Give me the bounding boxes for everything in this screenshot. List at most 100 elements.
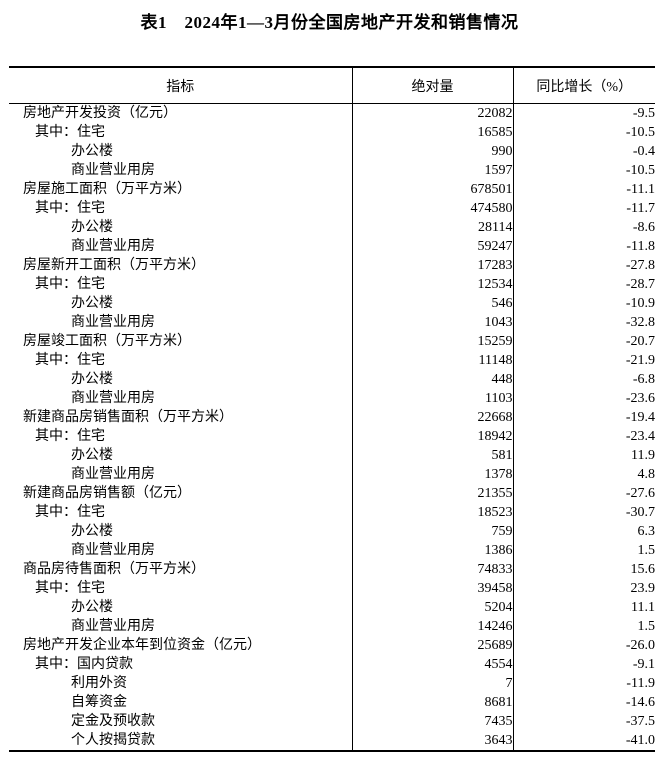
indicator-cell: 办公楼 [71,524,113,539]
indicator-cell: 其中：住宅 [35,277,105,292]
table-row: 其中：住宅 12534 -28.7 [9,275,655,294]
table-row: 其中：住宅 16585 -10.5 [9,123,655,142]
absolute-value-cell: 17283 [351,256,513,275]
table-row: 房地产开发企业本年到位资金（亿元） 25689 -26.0 [9,636,655,655]
table-row: 商业营业用房 1386 1.5 [9,541,655,560]
indicator-cell: 定金及预收款 [71,714,155,729]
column-header-growth: 同比增长（%） [512,67,655,104]
growth-value-cell: -23.6 [512,389,655,408]
absolute-value-cell: 14246 [351,617,513,636]
table-row: 办公楼 28114 -8.6 [9,218,655,237]
table-row: 办公楼 546 -10.9 [9,294,655,313]
table-row: 房屋新开工面积（万平方米） 17283 -27.8 [9,256,655,275]
table-row: 办公楼 581 11.9 [9,446,655,465]
absolute-value-cell: 448 [351,370,513,389]
absolute-value-cell: 18942 [351,427,513,446]
table-row: 其中：国内贷款 4554 -9.1 [9,655,655,674]
indicator-cell: 房屋新开工面积（万平方米） [23,258,205,273]
absolute-value-cell: 1043 [351,313,513,332]
indicator-cell: 其中：住宅 [35,581,105,596]
growth-value-cell: -30.7 [512,503,655,522]
table-row: 房屋施工面积（万平方米） 678501 -11.1 [9,180,655,199]
table-row: 利用外资 7 -11.9 [9,674,655,693]
growth-value-cell: -8.6 [512,218,655,237]
growth-value-cell: -0.4 [512,142,655,161]
indicator-cell: 利用外资 [71,676,127,691]
table-row: 办公楼 759 6.3 [9,522,655,541]
indicator-cell: 办公楼 [71,220,113,235]
absolute-value-cell: 25689 [351,636,513,655]
absolute-value-cell: 21355 [351,484,513,503]
indicator-cell: 商业营业用房 [71,315,155,330]
table-row: 房地产开发投资（亿元） 22082 -9.5 [9,103,655,123]
growth-value-cell: -26.0 [512,636,655,655]
table-row: 商业营业用房 1597 -10.5 [9,161,655,180]
absolute-value-cell: 1597 [351,161,513,180]
indicator-cell: 商业营业用房 [71,239,155,254]
table-row: 其中：住宅 18942 -23.4 [9,427,655,446]
indicator-cell: 办公楼 [71,296,113,311]
absolute-value-cell: 1386 [351,541,513,560]
absolute-value-cell: 7 [351,674,513,693]
growth-value-cell: -6.8 [512,370,655,389]
indicator-cell: 其中：住宅 [35,353,105,368]
growth-value-cell: -10.5 [512,123,655,142]
real-estate-table: 指标 绝对量 同比增长（%） 房地产开发投资（亿元） 22082 -9.5 其中：住宅… [9,66,655,752]
indicator-cell: 房地产开发投资（亿元） [23,106,177,121]
indicator-cell: 其中：住宅 [35,125,105,140]
indicator-cell: 个人按揭贷款 [71,733,155,748]
growth-value-cell: 1.5 [512,541,655,560]
table-row: 办公楼 990 -0.4 [9,142,655,161]
indicator-cell: 商业营业用房 [71,543,155,558]
growth-value-cell: -28.7 [512,275,655,294]
absolute-value-cell: 759 [351,522,513,541]
table-body: 房地产开发投资（亿元） 22082 -9.5 其中：住宅 16585 -10.5 办公楼 99… [9,103,655,751]
indicator-cell: 办公楼 [71,600,113,615]
absolute-value-cell: 990 [351,142,513,161]
table-row: 其中：住宅 18523 -30.7 [9,503,655,522]
absolute-value-cell: 1378 [351,465,513,484]
growth-value-cell: -19.4 [512,408,655,427]
growth-value-cell: -10.5 [512,161,655,180]
absolute-value-cell: 18523 [351,503,513,522]
indicator-cell: 其中：住宅 [35,201,105,216]
indicator-cell: 商业营业用房 [71,467,155,482]
table-row: 商业营业用房 1378 4.8 [9,465,655,484]
indicator-cell: 新建商品房销售面积（万平方米） [23,410,233,425]
growth-value-cell: -23.4 [512,427,655,446]
indicator-cell: 其中：国内贷款 [35,657,133,672]
table-row: 办公楼 5204 11.1 [9,598,655,617]
absolute-value-cell: 28114 [351,218,513,237]
table-row: 新建商品房销售额（亿元） 21355 -27.6 [9,484,655,503]
table-row: 商业营业用房 14246 1.5 [9,617,655,636]
growth-value-cell: -11.1 [512,180,655,199]
absolute-value-cell: 581 [351,446,513,465]
growth-value-cell: -14.6 [512,693,655,712]
absolute-value-cell: 12534 [351,275,513,294]
table-row: 商业营业用房 59247 -11.8 [9,237,655,256]
indicator-cell: 自筹资金 [71,695,127,710]
growth-value-cell: -9.5 [512,103,655,123]
absolute-value-cell: 22082 [351,103,513,123]
absolute-value-cell: 39458 [351,579,513,598]
table-row: 其中：住宅 39458 23.9 [9,579,655,598]
absolute-value-cell: 5204 [351,598,513,617]
growth-value-cell: 6.3 [512,522,655,541]
indicator-cell: 办公楼 [71,372,113,387]
table-row: 其中：住宅 11148 -21.9 [9,351,655,370]
absolute-value-cell: 16585 [351,123,513,142]
growth-value-cell: 1.5 [512,617,655,636]
growth-value-cell: -41.0 [512,731,655,751]
page-title: 表1 2024年1—3月份全国房地产开发和销售情况 [140,13,519,32]
indicator-cell: 商业营业用房 [71,391,155,406]
absolute-value-cell: 7435 [351,712,513,731]
absolute-value-cell: 15259 [351,332,513,351]
absolute-value-cell: 8681 [351,693,513,712]
growth-value-cell: 4.8 [512,465,655,484]
table-row: 自筹资金 8681 -14.6 [9,693,655,712]
growth-value-cell: 11.9 [512,446,655,465]
indicator-cell: 办公楼 [71,448,113,463]
column-header-indicator: 指标 [9,67,352,104]
indicator-cell: 商业营业用房 [71,619,155,634]
indicator-cell: 办公楼 [71,144,113,159]
